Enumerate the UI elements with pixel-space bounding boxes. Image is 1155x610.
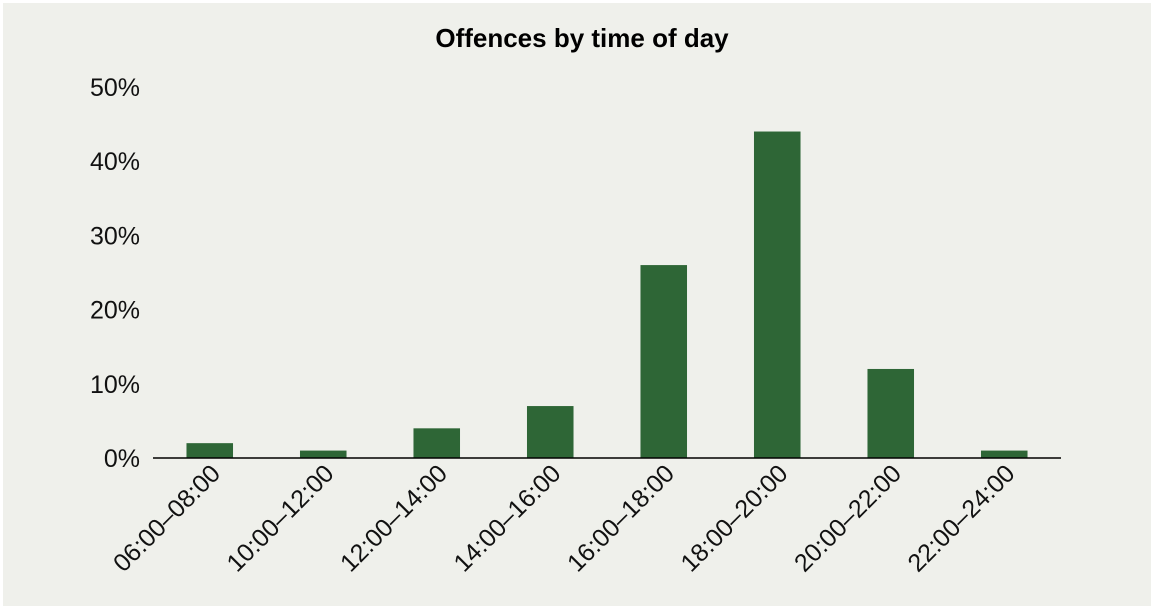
y-tick-label: 0%	[104, 445, 140, 473]
x-tick-label: 14:00–16:00	[448, 459, 566, 577]
bar	[526, 406, 574, 458]
y-tick-label: 10%	[90, 371, 140, 399]
bar	[980, 450, 1028, 458]
chart-background	[3, 3, 1151, 606]
y-tick-label: 20%	[90, 297, 140, 325]
bar	[299, 450, 347, 458]
bar	[867, 368, 915, 458]
x-tick-label: 20:00–22:00	[789, 459, 907, 577]
y-tick-label: 40%	[90, 148, 140, 176]
bars	[186, 131, 1028, 458]
chart-title: Offences by time of day	[435, 23, 729, 53]
x-axis-ticks: 06:00–08:0010:00–12:0012:00–14:0014:00–1…	[108, 459, 1021, 577]
y-axis-ticks: 0% 10% 20% 30% 40% 50%	[90, 74, 140, 473]
x-tick-label: 22:00–24:00	[902, 459, 1020, 577]
y-tick-label: 30%	[90, 222, 140, 250]
bar	[186, 443, 234, 458]
x-tick-label: 18:00–20:00	[675, 459, 793, 577]
x-tick-label: 10:00–12:00	[221, 459, 339, 577]
x-tick-label: 12:00–14:00	[335, 459, 453, 577]
bar	[640, 265, 688, 458]
x-tick-label: 06:00–08:00	[108, 459, 226, 577]
y-tick-label: 50%	[90, 74, 140, 102]
bar	[753, 131, 801, 458]
bar	[413, 428, 461, 458]
x-tick-label: 16:00–18:00	[562, 459, 680, 577]
